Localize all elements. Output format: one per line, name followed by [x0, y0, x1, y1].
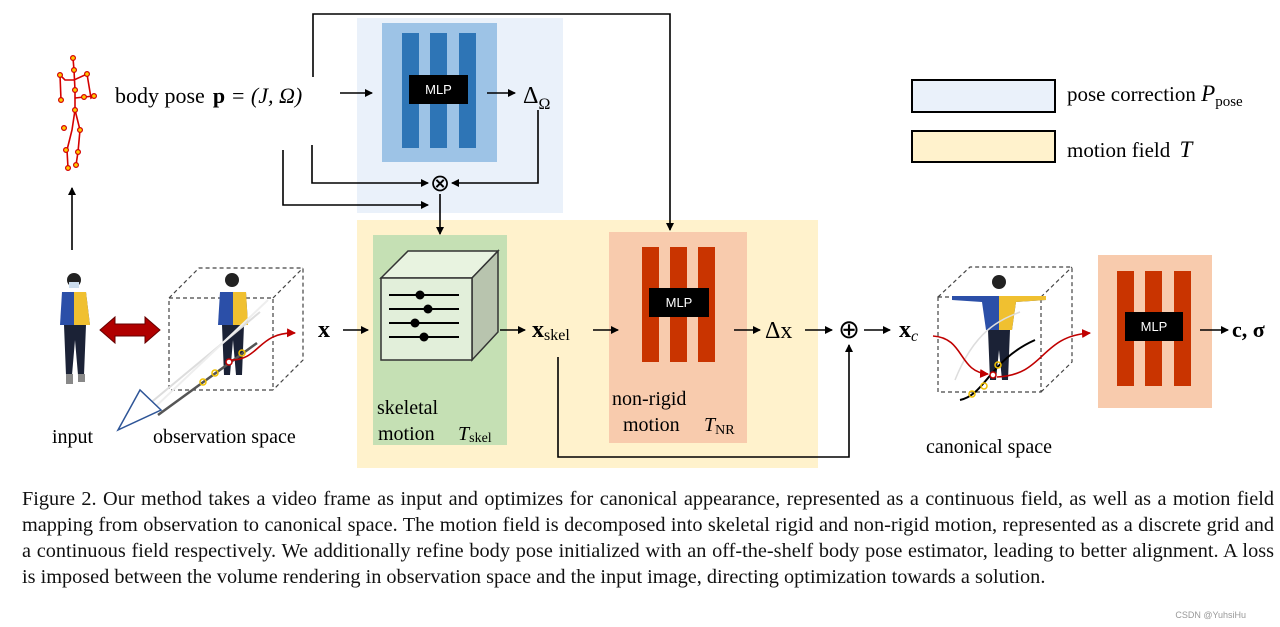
nonrigid-motion-label: motion: [623, 414, 680, 436]
skeletal-label: skeletal: [377, 397, 439, 419]
observation-space-label: observation space: [153, 426, 296, 448]
legend-label-pose-correction: pose correction Ppose: [1067, 81, 1243, 110]
voxel-grid-cube-icon: [379, 249, 500, 362]
pose-mlp-label: MLP: [425, 82, 452, 97]
nonrigid-mlp-label: MLP: [666, 295, 693, 310]
skeletal-motion-label: motion: [378, 423, 435, 445]
input-person-image: [60, 273, 90, 384]
body-pose-label: body pose p = (J, Ω): [115, 83, 302, 108]
t-skel-label: Tskel: [458, 423, 492, 446]
figure-caption: Figure 2. Our method takes a video frame…: [22, 488, 1274, 588]
multiply-operator: ⊗: [430, 171, 450, 197]
x-c-label: xc: [899, 317, 918, 345]
legend-label-motion-field: motion field T: [1067, 137, 1195, 162]
camera-icon: [116, 388, 163, 432]
bidirectional-arrow-icon: [99, 315, 161, 345]
canonical-space-label: canonical space: [926, 436, 1052, 458]
input-label: input: [52, 426, 94, 448]
legend-swatch-pose-correction: [911, 79, 1056, 113]
skeleton-pose-icon: [56, 54, 97, 172]
nonrigid-label: non-rigid: [612, 388, 686, 410]
legend-swatch-motion-field: [911, 130, 1056, 163]
canonical-mlp-label: MLP: [1141, 319, 1168, 334]
connector-arrows: [68, 13, 1229, 458]
canonical-person-image: [932, 275, 1091, 401]
canonical-mlp-label-box: [1125, 312, 1183, 341]
add-operator: ⊕: [838, 315, 860, 344]
delta-x-label: Δx: [765, 318, 792, 344]
x-skel-label: xskel: [532, 317, 570, 344]
pose-mlp-label-box: [409, 75, 468, 104]
x-label: x: [318, 317, 330, 343]
camera-rays: [147, 299, 296, 417]
delta-omega-label: ΔΩ: [523, 83, 550, 113]
nonrigid-mlp-label-box: [649, 288, 709, 317]
watermark: CSDN @YuhsiHu: [1175, 610, 1246, 620]
t-nr-label: TNR: [704, 414, 735, 438]
output-label: c, σ: [1232, 317, 1265, 342]
method-diagram: MLP MLP MLP ⊗: [52, 13, 1265, 468]
